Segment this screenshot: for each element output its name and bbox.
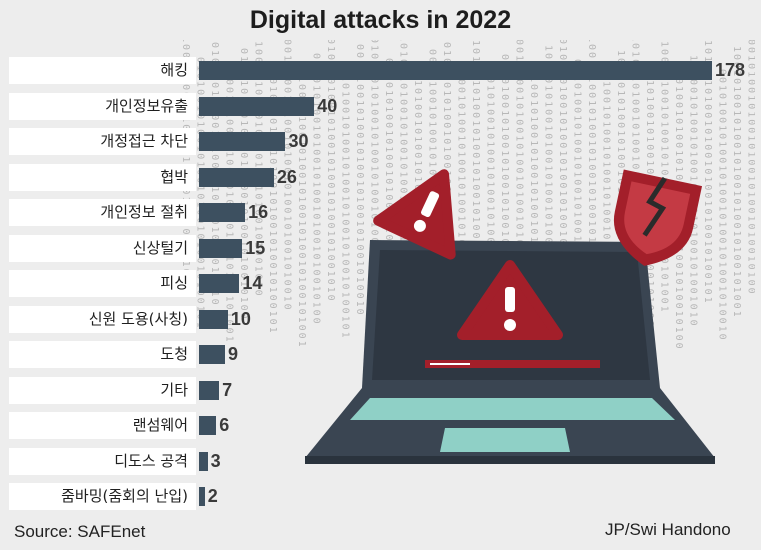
binary-column: 0010100101001010010100101001010010 — [716, 69, 728, 342]
binary-column: 0100101001010010100101001010010100 — [455, 63, 467, 336]
bar — [199, 274, 240, 293]
binary-column: 1010010100101001010010100101001010 — [470, 40, 481, 313]
bar — [199, 309, 228, 329]
touchpad — [440, 428, 570, 452]
binary-column: 0101001010010100101001010010100101 — [629, 40, 641, 300]
value-label: 3 — [210, 450, 221, 471]
progress-bar-glint — [430, 363, 470, 365]
category-label: 해킹 — [9, 57, 196, 84]
binary-column: 0100101001010010100101001010010100 — [383, 58, 394, 331]
category-label: 기타 — [9, 376, 196, 404]
bar — [199, 96, 315, 116]
bar — [199, 61, 712, 80]
warning-icon — [457, 260, 563, 340]
value-label: 26 — [276, 166, 297, 187]
value-label: 14 — [242, 273, 263, 293]
category-label: 개인정보유출 — [9, 92, 196, 120]
binary-column: 0101001010010100101001010010100101 — [484, 77, 496, 350]
bar — [199, 238, 243, 258]
binary-column: 0100101001010010100101001010010100 — [310, 53, 322, 326]
bar — [199, 416, 217, 435]
binary-column: 1010010100101001010010100101001010 — [397, 40, 409, 308]
binary-column: 1010010100101001010010100101001010 — [325, 40, 336, 303]
binary-column: 1001010010100101001010010100101001 — [586, 40, 597, 309]
value-label: 15 — [245, 237, 266, 258]
binary-column: 0101001010010100101001010010100101 — [557, 40, 568, 295]
bar — [199, 203, 246, 222]
value-label: 16 — [248, 202, 269, 222]
bar — [199, 380, 220, 400]
binary-column: 0100101001010010100101001010010100 — [745, 40, 756, 296]
category-label: 도청 — [9, 341, 196, 368]
shield-broken-icon — [613, 169, 703, 266]
binary-column: 0101001010010100101001010010100101 — [267, 62, 278, 335]
value-label: 2 — [207, 486, 218, 506]
binary-column: 1001010010100101001010010100101001 — [441, 40, 452, 299]
value-label: 9 — [227, 344, 238, 364]
credit-note: JP/Swi Handono — [605, 520, 731, 539]
binary-column: 0100101001010010100101001010010100 — [528, 68, 539, 341]
bar — [199, 451, 208, 471]
value-label: 40 — [317, 95, 338, 116]
bar — [199, 167, 274, 187]
category-label: 신원 도용(사칭) — [9, 305, 196, 333]
binary-column: 0100101001010010100101001010010100 — [600, 73, 612, 346]
binary-column: 0010100101001010010100101001010010 — [499, 54, 510, 327]
bar — [199, 345, 225, 364]
category-label: 개인정보 절취 — [9, 199, 196, 226]
cyber-attack-illustration — [305, 169, 715, 464]
value-label: 7 — [222, 379, 233, 400]
binary-column: 0010100101001010010100101001010010 — [571, 59, 583, 332]
category-label: 협박 — [9, 163, 196, 191]
bar — [199, 487, 205, 506]
keyboard-area — [350, 398, 675, 420]
category-label: 피싱 — [9, 270, 196, 297]
warning-icon — [373, 169, 456, 260]
binary-column: 1001010010100101001010010100101001 — [658, 41, 670, 314]
value-label: 6 — [219, 415, 230, 435]
bar — [199, 132, 286, 151]
value-label: 10 — [230, 308, 251, 329]
progress-bar — [425, 360, 600, 368]
source-note: Source: SAFEnet — [14, 522, 146, 541]
binary-column: 1001010010100101001010010100101001 — [368, 40, 380, 294]
category-label: 신상털기 — [9, 234, 196, 262]
binary-column: 1010010100101001010010100101001010 — [542, 45, 554, 318]
chart-title: Digital attacks in 2022 — [249, 6, 512, 34]
binary-column: 0101001010010100101001010010100101 — [339, 67, 351, 340]
binary-column: 0101001010010100101001010010100101 — [702, 40, 713, 305]
binary-column: 0101001010010100101001010010100101 — [194, 57, 206, 330]
binary-column: 1001010010100101001010010100101001 — [296, 76, 307, 349]
category-label: 개정접근 차단 — [9, 128, 196, 155]
category-label: 줌바밍(줌회의 난입) — [9, 483, 196, 510]
value-label: 30 — [288, 131, 309, 151]
category-label: 디도스 공격 — [9, 447, 196, 475]
binary-column: 1001010010100101001010010100101001 — [731, 46, 742, 319]
value-label: 178 — [715, 60, 746, 80]
binary-column: 0010100101001010010100101001010010 — [281, 40, 293, 312]
category-label: 랜섬웨어 — [9, 412, 196, 439]
binary-column: 1001010010100101001010010100101001 — [513, 40, 525, 304]
binary-column: 0010100101001010010100101001010010 — [354, 44, 365, 317]
laptop-edge — [305, 456, 715, 464]
